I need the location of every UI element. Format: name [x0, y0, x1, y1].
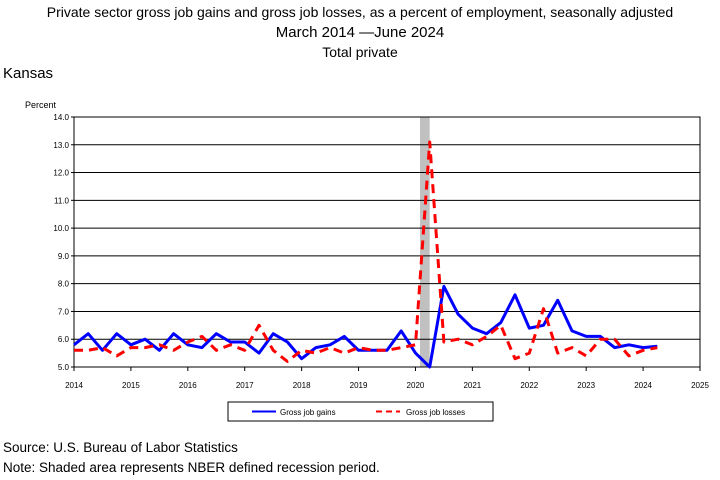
recession-band: [420, 117, 430, 367]
source-note: Source: U.S. Bureau of Labor Statistics: [3, 440, 238, 455]
recession-band-layer: [420, 117, 430, 367]
axes-layer: 5.0 6.0 7.0 8.0 9.0 10.0 11.0 12.0 13.0 14.0 2014 2…: [53, 113, 709, 390]
x-tick-label: 2020: [407, 381, 425, 390]
x-tick-label: 2015: [122, 381, 140, 390]
legend: Gross job gains Gross job losses: [227, 401, 494, 422]
series-layer: [73, 140, 658, 369]
series-line-gross-job-gains: [73, 284, 658, 369]
x-tick-label: 2014: [65, 381, 83, 390]
x-tick-label: 2018: [293, 381, 311, 390]
recession-note: Note: Shaded area represents NBER define…: [3, 460, 380, 475]
legend-label-gains: Gross job gains: [280, 408, 336, 417]
x-tick-label: 2025: [691, 381, 709, 390]
y-tick-label: 6.0: [58, 335, 70, 344]
chart-title-line2: March 2014 —June 2024: [275, 24, 445, 41]
grid-layer: [74, 116, 700, 368]
y-tick-label: 14.0: [53, 113, 69, 122]
y-tick-label: 9.0: [58, 252, 70, 261]
y-tick-label: 10.0: [53, 224, 69, 233]
x-tick-label: 2023: [577, 381, 595, 390]
x-tick-label: 2024: [634, 381, 652, 390]
y-tick-label: 13.0: [53, 141, 69, 150]
chart-subtitle: Total private: [322, 44, 398, 60]
y-axis-label: Percent: [25, 100, 57, 110]
legend-label-losses: Gross job losses: [406, 408, 465, 417]
y-tick-label: 8.0: [58, 280, 70, 289]
x-tick-label: 2022: [520, 381, 538, 390]
chart-title-line1: Private sector gross job gains and gross…: [46, 4, 674, 20]
legend-box: [227, 401, 494, 422]
x-tick-label: 2019: [350, 381, 368, 390]
y-tick-label: 7.0: [58, 307, 70, 316]
x-tick-label: 2021: [463, 381, 481, 390]
state-label: Kansas: [3, 65, 54, 82]
plot-frame: [73, 116, 701, 368]
y-tick-label: 5.0: [58, 363, 70, 372]
x-tick-label: 2016: [179, 381, 197, 390]
y-tick-label: 11.0: [54, 196, 70, 205]
series-line-gross-job-losses: [74, 140, 658, 363]
x-tick-label: 2017: [236, 381, 254, 390]
y-tick-label: 12.0: [53, 169, 69, 178]
